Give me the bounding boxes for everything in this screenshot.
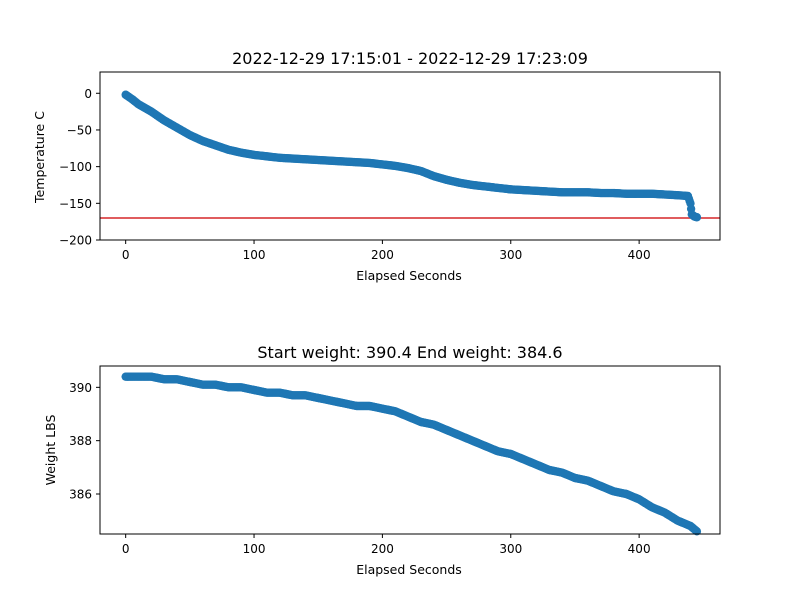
weight-x-tick-label: 300 bbox=[499, 542, 522, 556]
weight-y-tick-label: 390 bbox=[69, 381, 92, 395]
temperature-x-tick-label: 300 bbox=[499, 248, 522, 262]
temperature-y-tick-label: −50 bbox=[67, 123, 92, 137]
weight-axis-ticks: 0 100 200 300 400 386 388 390 bbox=[69, 381, 650, 556]
weight-x-tick-label: 200 bbox=[371, 542, 394, 556]
temperature-y-tick-label: 0 bbox=[84, 87, 92, 101]
weight-x-tick-label: 0 bbox=[122, 542, 130, 556]
temperature-x-tick-label: 100 bbox=[243, 248, 266, 262]
weight-y-tick-label: 388 bbox=[69, 434, 92, 448]
weight-y-tick-label: 386 bbox=[69, 488, 92, 502]
temperature-y-tick-label: −200 bbox=[59, 234, 92, 248]
temperature-series bbox=[121, 90, 702, 222]
temperature-y-tick-label: −150 bbox=[59, 197, 92, 211]
weight-chart: Start weight: 390.4 End weight: 384.6 El… bbox=[43, 343, 721, 577]
weight-series bbox=[121, 372, 702, 536]
temperature-chart: 2022-12-29 17:15:01 - 2022-12-29 17:23:0… bbox=[32, 49, 721, 283]
temperature-y-tick-label: −100 bbox=[59, 160, 92, 174]
weight-y-axis-label: Weight LBS bbox=[43, 415, 58, 486]
temperature-x-tick-label: 400 bbox=[628, 248, 651, 262]
temperature-axes-frame bbox=[99, 71, 721, 241]
temperature-y-axis-label: Temperature C bbox=[32, 111, 47, 204]
temperature-axis-ticks: 0 100 200 300 400 0 −50 −100 −150 −200 bbox=[59, 87, 651, 262]
weight-axes-frame bbox=[99, 365, 721, 535]
weight-x-axis-label: Elapsed Seconds bbox=[356, 562, 462, 577]
weight-data-point bbox=[692, 527, 702, 536]
weight-x-tick-label: 400 bbox=[628, 542, 651, 556]
temperature-x-tick-label: 200 bbox=[371, 248, 394, 262]
temperature-x-axis-label: Elapsed Seconds bbox=[356, 268, 462, 283]
temperature-chart-title: 2022-12-29 17:15:01 - 2022-12-29 17:23:0… bbox=[232, 49, 588, 68]
weight-chart-title: Start weight: 390.4 End weight: 384.6 bbox=[257, 343, 562, 362]
temperature-x-tick-label: 0 bbox=[122, 248, 130, 262]
weight-x-tick-label: 100 bbox=[243, 542, 266, 556]
temperature-data-point bbox=[692, 213, 702, 222]
